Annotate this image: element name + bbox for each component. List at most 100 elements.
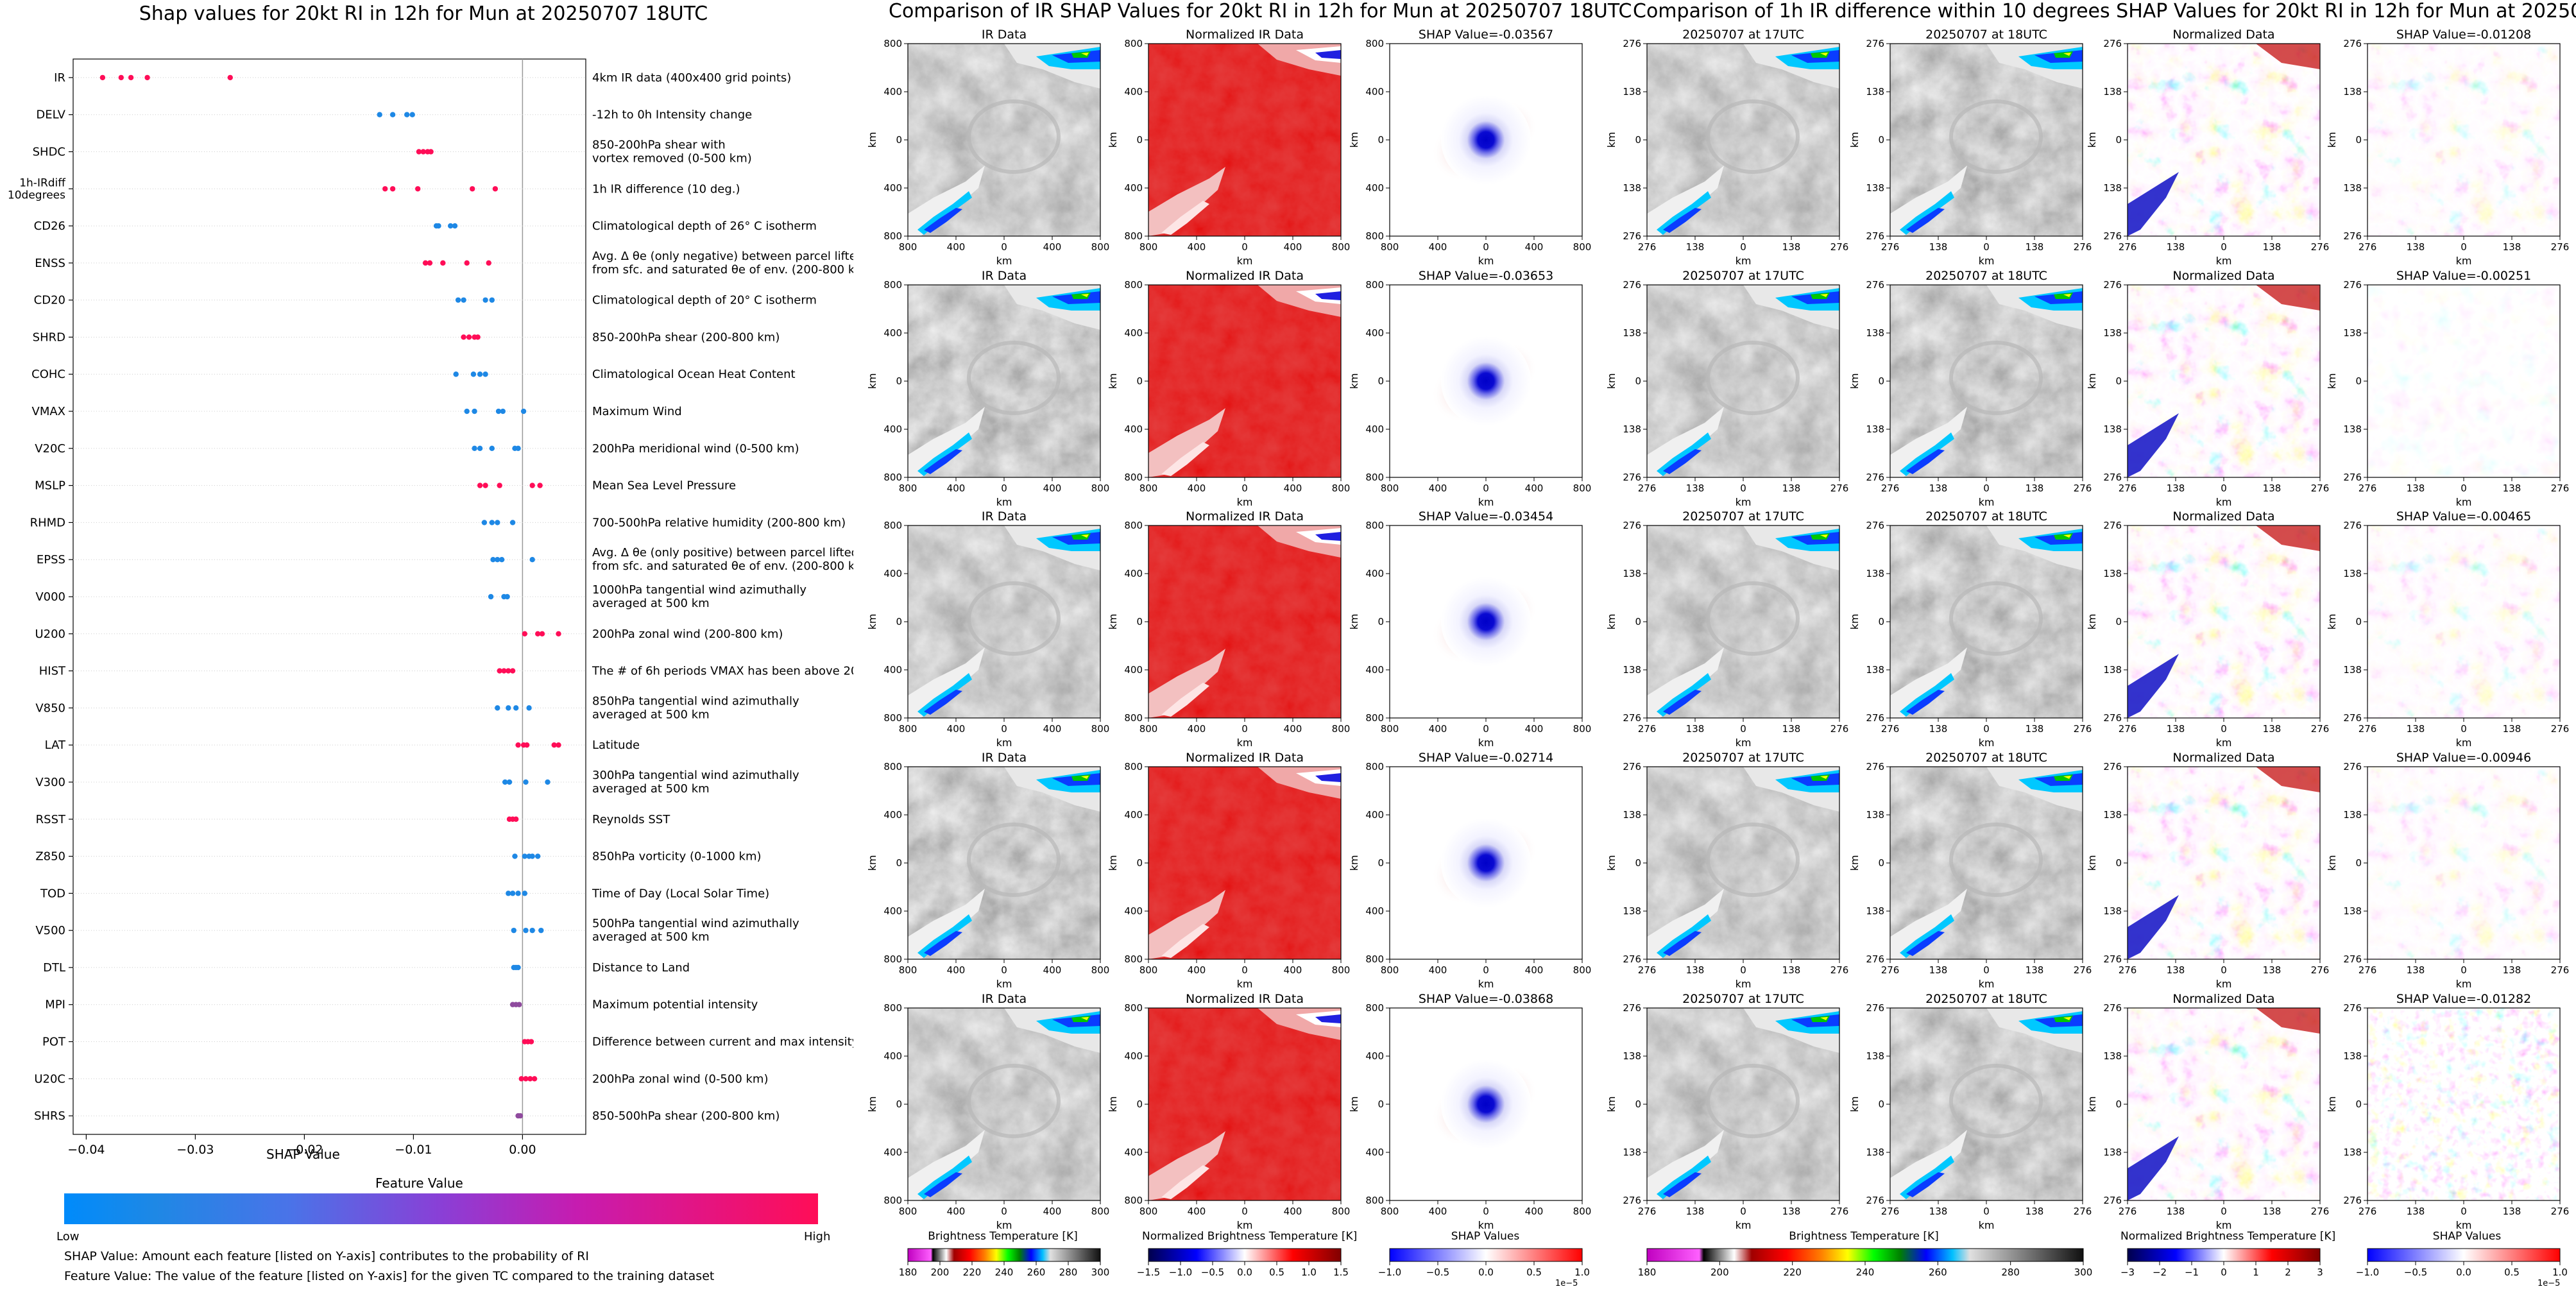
colorbar-tick-label: 240 (995, 1267, 1014, 1278)
y-tick-label: 0 (2115, 375, 2122, 387)
x-axis-label: km (1979, 496, 1995, 508)
panel-title: Normalized Data (2172, 269, 2274, 283)
y-tick-label: 138 (2103, 86, 2122, 98)
y-tick-label: 0 (2355, 857, 2362, 869)
panel-title: 20250707 at 17UTC (1682, 269, 1804, 283)
y-tick-label: 400 (1365, 905, 1384, 917)
y-tick-label: 0 (896, 616, 902, 627)
shap-point (509, 891, 516, 896)
shap-point (515, 964, 521, 971)
x-tick-label: 276 (1830, 1206, 1849, 1217)
y-tick-label: 276 (1866, 1195, 1884, 1206)
x-tick-label: 276 (1638, 241, 1657, 253)
y-tick-label: 0 (1878, 857, 1884, 869)
x-tick-label: 400 (1188, 1206, 1206, 1217)
panel-title: SHAP Value=-0.01208 (2396, 28, 2531, 42)
y-tick-label: 138 (1623, 905, 1641, 917)
x-axis-label: km (2216, 978, 2232, 990)
x-tick-label: 800 (899, 1206, 917, 1217)
x-tick-label: 400 (1429, 241, 1447, 253)
y-tick-label: 138 (1866, 182, 1884, 194)
shap-point (389, 186, 396, 192)
x-tick-label: 800 (1332, 723, 1351, 735)
convective-cyan (1657, 1156, 1711, 1199)
y-tick-label: 0 (1378, 616, 1384, 627)
shap-point (545, 779, 550, 785)
y-tick-label: 0 (896, 134, 902, 146)
y-tick-label: 800 (883, 1002, 902, 1014)
convective-band (908, 889, 985, 959)
x-tick-label: 276 (2074, 241, 2092, 253)
x-tick-label: 276 (2074, 723, 2092, 735)
x-tick-label: 276 (1881, 241, 1900, 253)
convective-blue (1663, 931, 1702, 956)
x-tick-label: 800 (1381, 241, 1399, 253)
x-tick-label: 276 (1881, 1206, 1900, 1217)
y-tick-label: 0 (1378, 375, 1384, 387)
x-tick-label: 400 (1188, 723, 1206, 735)
x-tick-label: 276 (2551, 241, 2570, 253)
cold-top-yellow (1081, 534, 1089, 538)
shap-point (475, 334, 481, 340)
convective-blue (924, 449, 962, 474)
normalized-diff-image (2128, 285, 2320, 477)
x-tick-label: 0.00 (509, 1143, 536, 1157)
ir-image (908, 525, 1100, 718)
x-axis-label: km (1478, 737, 1494, 749)
y-tick-label: 276 (1866, 761, 1884, 773)
x-tick-label: 0 (1740, 964, 1746, 976)
x-tick-label: 0 (1740, 241, 1746, 253)
x-tick-label: 800 (1139, 964, 1158, 976)
shap-point (453, 371, 459, 377)
y-axis-label: km (1848, 132, 1861, 148)
y-axis-label: km (1107, 855, 1119, 871)
vortex-ring (1706, 1064, 1800, 1138)
right-cb1-label: Brightness Temperature [K] (1789, 1230, 1939, 1243)
panel-title: Normalized IR Data (1186, 992, 1304, 1006)
x-tick-label: 0 (1483, 1206, 1489, 1217)
y-tick-label: 138 (1866, 664, 1884, 676)
x-axis-label: km (2456, 496, 2472, 508)
feature-description: 1h IR difference (10 deg.) (592, 182, 740, 196)
x-tick-label: 0 (2221, 964, 2227, 976)
vortex-ring (1949, 823, 2043, 897)
x-axis-label: km (1237, 255, 1253, 267)
colorbar-tick-label: 300 (1091, 1267, 1110, 1278)
panel-title: Normalized IR Data (1186, 269, 1304, 283)
panel-title: Normalized IR Data (1186, 28, 1304, 42)
feature-description: averaged at 500 km (592, 930, 710, 944)
x-tick-label: 800 (1091, 723, 1110, 735)
difference-image (2367, 1008, 2560, 1200)
y-tick-label: 138 (1623, 809, 1641, 821)
shap-point (227, 74, 233, 81)
x-axis-label: km (1979, 255, 1995, 267)
norm-diff-blue (2128, 413, 2179, 477)
y-tick-label: 138 (1866, 423, 1884, 435)
feature-label: ENSS (35, 257, 65, 270)
shap-point (452, 223, 458, 229)
y-tick-label: 138 (1623, 1147, 1641, 1158)
convective-band (1647, 1130, 1724, 1200)
x-tick-label: 276 (2074, 482, 2092, 494)
x-tick-label: 800 (1139, 482, 1158, 494)
y-tick-label: 276 (2343, 279, 2362, 291)
shap-point (481, 520, 488, 525)
colorbar-tick-label: 180 (1638, 1267, 1657, 1278)
colorbar-tick-label: 3 (2317, 1267, 2323, 1278)
y-tick-label: 400 (883, 809, 902, 821)
x-tick-label: 0 (1001, 1206, 1007, 1217)
feature-description: averaged at 500 km (592, 782, 710, 796)
x-axis-label: km (2216, 496, 2232, 508)
shap-point (482, 297, 488, 303)
y-tick-label: 138 (1866, 1147, 1884, 1158)
x-tick-label: 400 (1525, 482, 1544, 494)
cold-top-yellow (2063, 53, 2071, 56)
panel-title: 20250707 at 18UTC (1925, 269, 2047, 283)
x-tick-label: 800 (1091, 241, 1110, 253)
x-tick-label: 138 (1929, 1206, 1948, 1217)
x-tick-label: 276 (2358, 482, 2377, 494)
